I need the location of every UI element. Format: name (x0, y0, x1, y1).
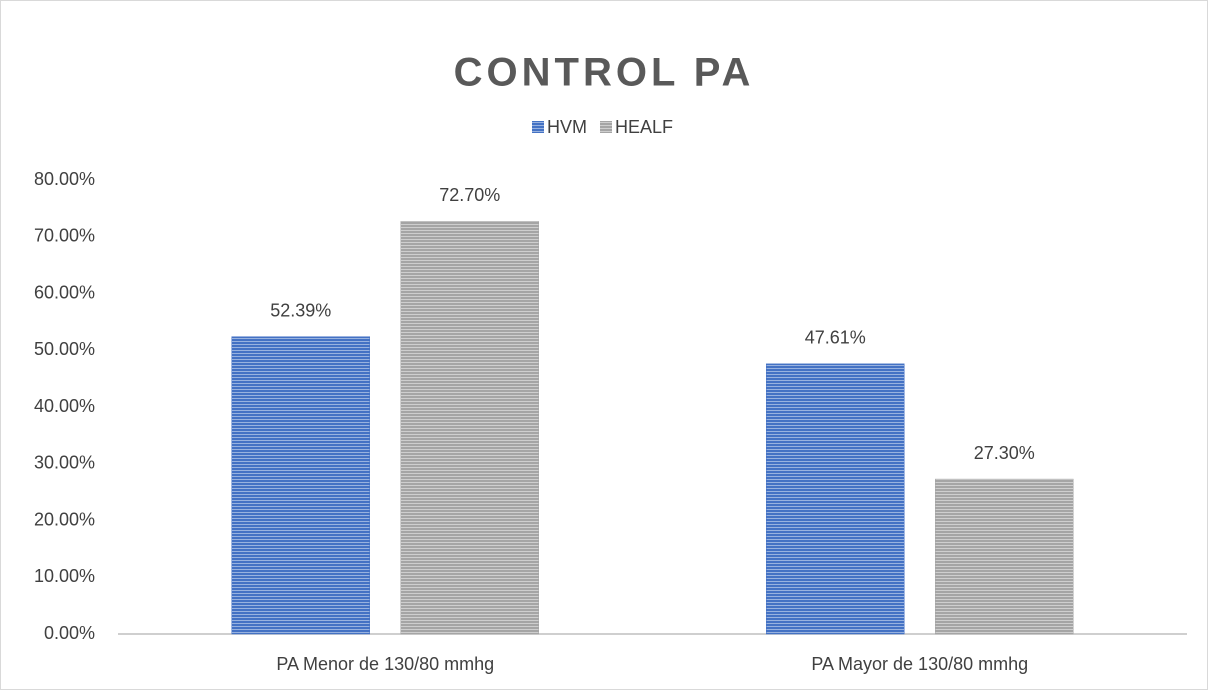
legend-label: HVM (547, 117, 587, 137)
data-label: 72.70% (439, 185, 500, 205)
y-tick-label: 40.00% (34, 396, 95, 416)
y-tick-label: 50.00% (34, 339, 95, 359)
bar (231, 336, 370, 635)
bar (766, 363, 905, 635)
legend-swatch (532, 121, 544, 133)
data-label: 27.30% (974, 443, 1035, 463)
legend-swatch (600, 121, 612, 133)
y-tick-label: 0.00% (44, 623, 95, 643)
x-tick-label: PA Menor de 130/80 mmhg (276, 654, 494, 674)
y-tick-label: 10.00% (34, 566, 95, 586)
x-tick-label: PA Mayor de 130/80 mmhg (811, 654, 1028, 674)
data-label: 47.61% (805, 328, 866, 348)
y-tick-label: 70.00% (34, 226, 95, 246)
legend-label: HEALF (615, 117, 673, 137)
y-tick-label: 20.00% (34, 509, 95, 529)
y-tick-label: 60.00% (34, 282, 95, 302)
bar (935, 478, 1074, 635)
bar (400, 221, 539, 635)
chart-title: CONTROL PA (454, 51, 755, 95)
y-tick-label: 30.00% (34, 453, 95, 473)
y-tick-label: 80.00% (34, 169, 95, 189)
data-label: 52.39% (270, 300, 331, 320)
